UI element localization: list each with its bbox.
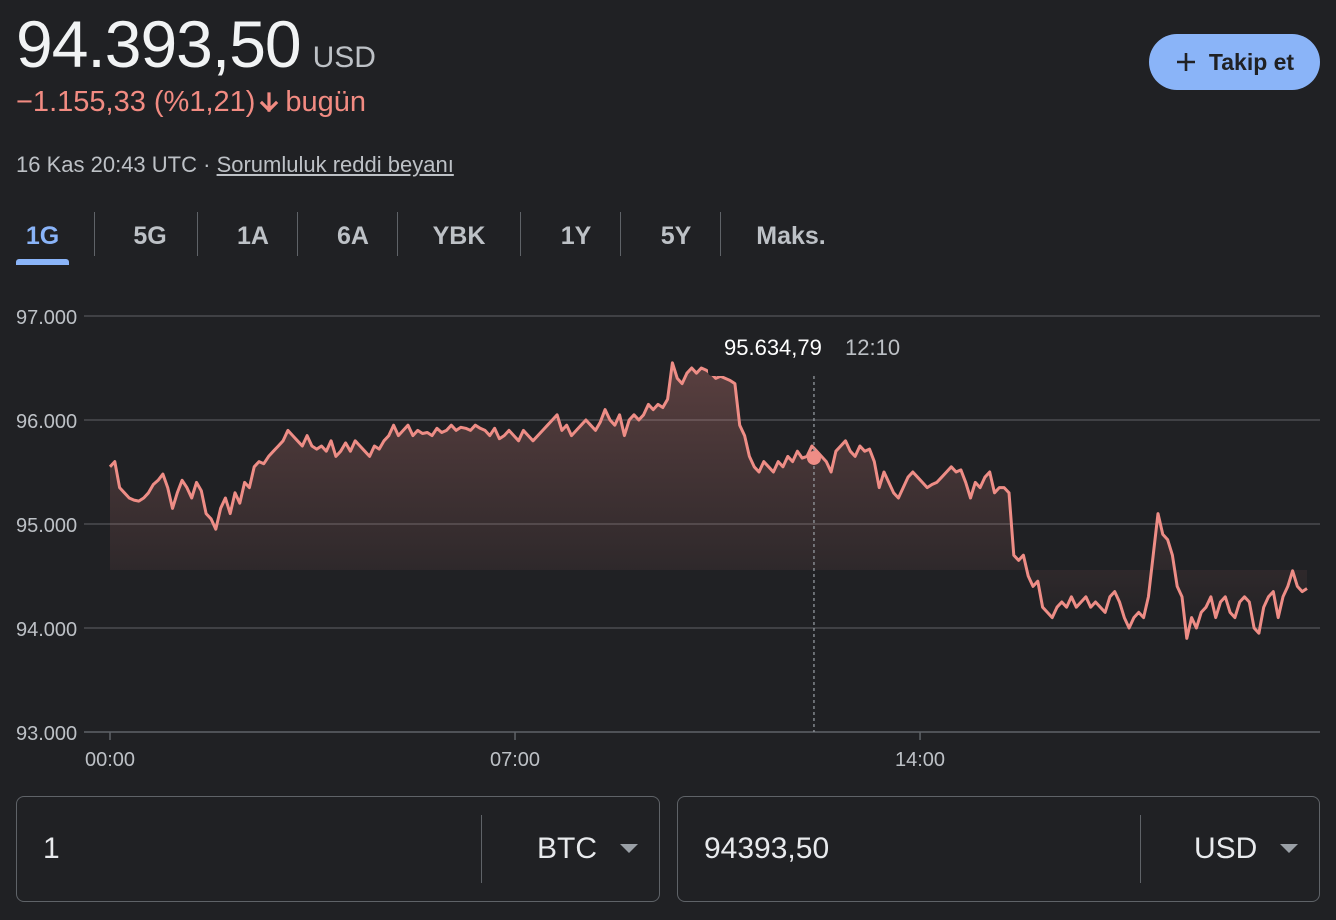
chevron-down-icon <box>1280 844 1298 853</box>
tab-1g[interactable]: 1G <box>16 208 69 265</box>
tab-divider <box>397 212 398 256</box>
converter-divider <box>481 815 482 883</box>
series-area <box>110 362 1307 639</box>
tab-divider <box>94 212 95 256</box>
x-tick-label: 07:00 <box>490 749 540 771</box>
tab-1a[interactable]: 1A <box>237 221 269 250</box>
to-amount-input[interactable]: 94393,50 <box>704 832 830 865</box>
follow-button[interactable]: Takip et <box>1149 34 1320 90</box>
tab-divider <box>520 212 521 256</box>
change-value: −1.155,33 (%1,21) <box>16 86 256 118</box>
y-tick-label: 96.000 <box>16 411 77 433</box>
tab-divider <box>720 212 721 256</box>
tab-6a[interactable]: 6A <box>337 221 369 250</box>
tooltip-box <box>708 320 920 376</box>
chart-tooltip: 95.634,79 12:10 <box>708 320 920 376</box>
price-chart[interactable]: 97.000 96.000 95.000 94.000 93.000 00:00 07:0… <box>0 290 1336 780</box>
plus-icon <box>1176 53 1195 71</box>
x-axis: 00:00 07:00 14:00 <box>85 732 945 771</box>
tab-1y[interactable]: 1Y <box>560 221 592 250</box>
converter-to[interactable]: 94393,50 USD <box>677 796 1320 902</box>
change-period: bugün <box>285 86 367 118</box>
x-tick-label: 14:00 <box>895 749 945 771</box>
from-amount-input[interactable]: 1 <box>43 832 60 865</box>
tab-5g[interactable]: 5G <box>133 221 167 250</box>
y-tick-label: 94.000 <box>16 619 77 641</box>
tab-5y[interactable]: 5Y <box>660 221 692 250</box>
tab-divider <box>620 212 621 256</box>
y-tick-label: 97.000 <box>16 307 77 329</box>
chevron-down-icon <box>620 844 638 853</box>
timestamp: 16 Kas 20:43 UTC <box>16 152 197 177</box>
disclaimer-link[interactable]: Sorumluluk reddi beyanı <box>216 152 454 177</box>
to-unit-select[interactable]: USD <box>1194 832 1258 865</box>
price-change: −1.155,33 (%1,21) bugün <box>16 86 366 119</box>
from-unit-select[interactable]: BTC <box>537 832 597 865</box>
tab-ybk[interactable]: YBK <box>432 221 486 250</box>
tooltip-value: 95.634,79 <box>724 335 822 360</box>
tab-divider <box>297 212 298 256</box>
converter-divider <box>1140 815 1141 883</box>
price-currency: USD <box>312 41 376 74</box>
hover-point <box>806 450 821 465</box>
meta-separator: · <box>203 152 211 177</box>
current-price: 94.393,50 <box>16 7 302 81</box>
tab-divider <box>197 212 198 256</box>
y-axis: 97.000 96.000 95.000 94.000 93.000 <box>16 307 77 745</box>
timestamp-row: 16 Kas 20:43 UTC · Sorumluluk reddi beya… <box>16 152 454 178</box>
tab-max[interactable]: Maks. <box>756 221 826 250</box>
y-tick-label: 93.000 <box>16 723 77 745</box>
x-tick-label: 00:00 <box>85 749 135 771</box>
converter-from[interactable]: 1 BTC <box>16 796 660 902</box>
follow-label: Takip et <box>1208 48 1295 75</box>
tooltip-time: 12:10 <box>845 335 900 360</box>
price-row: 94.393,50 USD <box>16 6 376 82</box>
y-tick-label: 95.000 <box>16 515 77 537</box>
arrow-down-icon <box>260 91 279 112</box>
